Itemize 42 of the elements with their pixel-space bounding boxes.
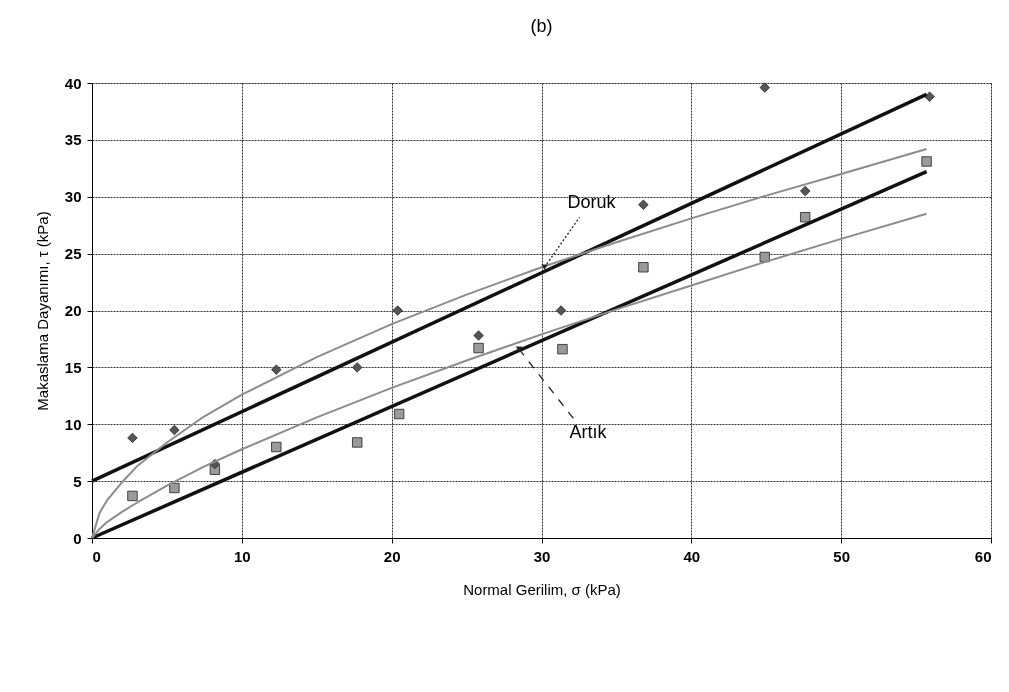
y-axis-title: Makaslama Dayanımı, τ (kPa) bbox=[33, 211, 51, 411]
point bbox=[271, 441, 282, 453]
y-tick-label: 20 bbox=[64, 302, 82, 319]
point bbox=[473, 330, 484, 341]
x-axis-title: Normal Gerilim, σ (kPa) bbox=[463, 580, 621, 598]
x-tick-label: 60 bbox=[974, 547, 992, 565]
point bbox=[169, 482, 180, 494]
annotation: Doruk bbox=[567, 192, 617, 213]
point bbox=[169, 424, 180, 436]
y-tick-label: 15 bbox=[64, 358, 82, 376]
point bbox=[392, 305, 403, 316]
point bbox=[271, 364, 282, 375]
y-tick-label: 10 bbox=[64, 415, 82, 433]
x-tick-label: 20 bbox=[383, 547, 401, 565]
point bbox=[555, 305, 567, 316]
y-tick-label: 25 bbox=[64, 245, 82, 263]
point bbox=[638, 262, 649, 273]
chart-title: (b) bbox=[530, 16, 553, 36]
annotation: Artık bbox=[569, 422, 608, 443]
point bbox=[352, 437, 363, 448]
point bbox=[473, 342, 484, 354]
point bbox=[127, 432, 138, 444]
point bbox=[352, 362, 363, 373]
point bbox=[557, 344, 568, 355]
x-tick-label: 50 bbox=[833, 547, 851, 565]
point bbox=[759, 82, 770, 93]
y-tick-label: 0 bbox=[73, 529, 82, 547]
y-tick-label: 30 bbox=[64, 188, 82, 206]
x-tick-label: 40 bbox=[683, 547, 701, 565]
y-tick-label: 40 bbox=[64, 74, 82, 92]
point bbox=[394, 408, 405, 420]
point bbox=[800, 185, 811, 197]
x-tick-label: 30 bbox=[533, 547, 551, 565]
point bbox=[921, 156, 932, 167]
point bbox=[800, 212, 811, 223]
x-tick-label: 10 bbox=[233, 547, 251, 565]
point bbox=[924, 91, 935, 102]
y-tick-label: 5 bbox=[73, 472, 82, 490]
point bbox=[638, 199, 649, 210]
y-tick-label: 35 bbox=[64, 131, 82, 149]
x-tick-label: 0 bbox=[92, 547, 101, 565]
point bbox=[127, 490, 138, 502]
